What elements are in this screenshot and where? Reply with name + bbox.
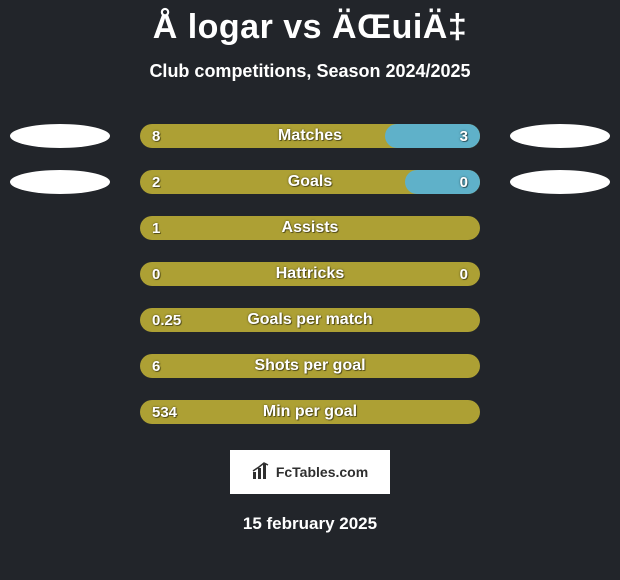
- stat-value-left: 0.25: [152, 308, 181, 332]
- stat-row: 00Hattricks: [0, 262, 620, 286]
- stat-value-left: 2: [152, 170, 160, 194]
- stat-row: 83Matches: [0, 124, 620, 148]
- stat-bar: 534Min per goal: [140, 400, 480, 424]
- stat-bar-bg: [140, 308, 480, 332]
- comparison-card: Å logar vs ÄŒuiÄ‡ Club competitions, Sea…: [0, 0, 620, 580]
- stat-value-left: 8: [152, 124, 160, 148]
- stat-bar: 1Assists: [140, 216, 480, 240]
- stat-row: 1Assists: [0, 216, 620, 240]
- stat-bar: 00Hattricks: [140, 262, 480, 286]
- stat-bar-bg: [140, 262, 480, 286]
- stat-value-left: 534: [152, 400, 177, 424]
- stat-value-right: 0: [460, 262, 468, 286]
- player-left-badge: [10, 124, 110, 148]
- stat-bar-bg: [140, 400, 480, 424]
- stat-value-right: 3: [460, 124, 468, 148]
- stat-bar-bg: [140, 216, 480, 240]
- stat-bar: 83Matches: [140, 124, 480, 148]
- player-left-badge: [10, 170, 110, 194]
- source-logo: FcTables.com: [230, 450, 390, 494]
- page-subtitle: Club competitions, Season 2024/2025: [149, 61, 470, 82]
- stat-row: 0.25Goals per match: [0, 308, 620, 332]
- stat-value-left: 1: [152, 216, 160, 240]
- stat-row: 20Goals: [0, 170, 620, 194]
- stat-value-right: 0: [460, 170, 468, 194]
- stat-bar-right-fill: [405, 170, 480, 194]
- stat-bar-bg: [140, 354, 480, 378]
- stats-list: 83Matches20Goals1Assists00Hattricks0.25G…: [0, 124, 620, 424]
- stat-row: 534Min per goal: [0, 400, 620, 424]
- stat-value-left: 6: [152, 354, 160, 378]
- bar-chart-icon: [252, 462, 270, 483]
- stat-value-left: 0: [152, 262, 160, 286]
- stat-bar: 6Shots per goal: [140, 354, 480, 378]
- stat-bar: 20Goals: [140, 170, 480, 194]
- snapshot-date: 15 february 2025: [243, 514, 377, 534]
- player-right-badge: [510, 124, 610, 148]
- page-title: Å logar vs ÄŒuiÄ‡: [153, 8, 468, 47]
- player-right-badge: [510, 170, 610, 194]
- stat-row: 6Shots per goal: [0, 354, 620, 378]
- source-logo-text: FcTables.com: [276, 464, 368, 480]
- stat-bar: 0.25Goals per match: [140, 308, 480, 332]
